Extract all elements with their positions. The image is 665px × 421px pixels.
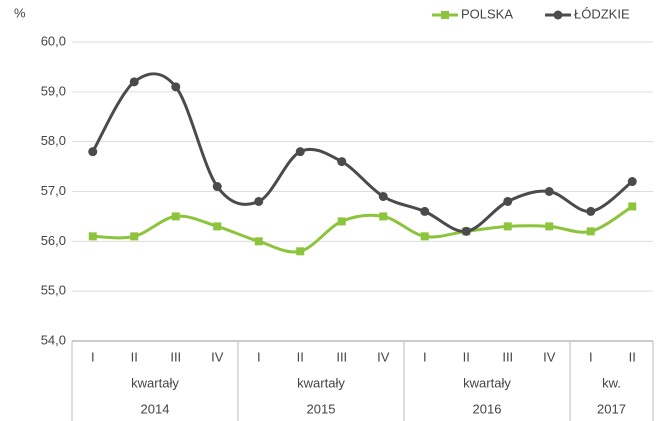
marker <box>503 222 512 231</box>
group-label: kwartały <box>131 375 179 390</box>
marker <box>295 147 305 157</box>
x-tick-label: III <box>336 349 347 364</box>
y-tick-label: 54,0 <box>41 332 66 347</box>
legend-marker <box>553 10 563 20</box>
x-tick-label: IV <box>377 349 390 364</box>
marker <box>171 82 181 92</box>
x-tick-label: I <box>257 349 261 364</box>
marker <box>88 232 97 241</box>
x-tick-label: I <box>91 349 95 364</box>
marker <box>628 202 637 211</box>
x-tick-label: II <box>629 349 636 364</box>
x-tick-label: II <box>297 349 304 364</box>
marker <box>627 177 637 187</box>
legend-label: ŁÓDZKIE <box>574 6 630 21</box>
group-label: kw. <box>602 375 621 390</box>
marker <box>503 196 513 206</box>
y-tick-label: 56,0 <box>41 233 66 248</box>
marker <box>129 77 139 87</box>
year-label: 2014 <box>141 401 170 416</box>
x-tick-label: I <box>423 349 427 364</box>
x-tick-label: III <box>170 349 181 364</box>
marker <box>420 206 430 216</box>
y-tick-label: 59,0 <box>41 83 66 98</box>
marker <box>337 157 347 167</box>
y-axis-label: % <box>14 5 26 20</box>
marker <box>545 222 554 231</box>
year-label: 2016 <box>473 401 502 416</box>
marker <box>461 226 471 236</box>
marker <box>171 212 180 221</box>
y-tick-label: 55,0 <box>41 283 66 298</box>
marker <box>254 237 263 246</box>
series-line <box>91 72 634 233</box>
marker <box>420 232 429 241</box>
marker <box>586 206 596 216</box>
x-tick-label: I <box>589 349 593 364</box>
x-tick-label: II <box>131 349 138 364</box>
marker <box>212 182 222 192</box>
marker <box>254 196 264 206</box>
marker <box>130 232 139 241</box>
x-tick-label: IV <box>543 349 556 364</box>
x-tick-label: III <box>502 349 513 364</box>
marker <box>337 217 346 226</box>
legend-marker <box>441 11 449 19</box>
marker <box>544 187 554 196</box>
y-tick-label: 60,0 <box>41 33 66 48</box>
year-label: 2015 <box>307 401 336 416</box>
marker <box>296 247 305 256</box>
x-tick-label: IV <box>211 349 224 364</box>
y-tick-label: 57,0 <box>41 183 66 198</box>
group-label: kwartały <box>463 375 511 390</box>
x-tick-label: II <box>463 349 470 364</box>
marker <box>88 147 98 157</box>
year-label: 2017 <box>597 401 626 416</box>
marker <box>378 191 388 201</box>
legend-label: POLSKA <box>461 6 513 21</box>
group-label: kwartały <box>297 375 345 390</box>
marker <box>586 227 595 236</box>
marker <box>213 222 222 231</box>
marker <box>379 212 388 221</box>
y-tick-label: 58,0 <box>41 133 66 148</box>
